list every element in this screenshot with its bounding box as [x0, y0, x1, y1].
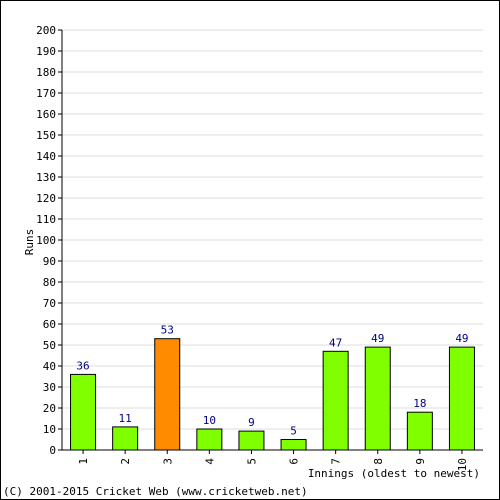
- bar: [112, 426, 139, 451]
- data-label: 47: [329, 336, 342, 349]
- bar: [238, 430, 265, 451]
- x-tick-label: 3: [161, 458, 174, 465]
- y-tick-label: 150: [36, 129, 56, 142]
- y-tick-label: 60: [43, 318, 56, 331]
- data-label: 18: [413, 397, 426, 410]
- x-tick-labels: 1 2 3 4 5 6 7 8 9 10: [77, 450, 469, 471]
- y-tick-label: 130: [36, 171, 56, 184]
- x-axis-label: Innings (oldest to newest): [308, 467, 480, 480]
- bar: [154, 338, 181, 451]
- data-label: 5: [290, 425, 297, 438]
- bar: [448, 346, 475, 451]
- y-tick-label: 20: [43, 402, 56, 415]
- copyright-footer: (C) 2001-2015 Cricket Web (www.cricketwe…: [3, 485, 308, 498]
- data-label: 53: [161, 324, 174, 337]
- y-tick-label: 80: [43, 276, 56, 289]
- x-tick-label: 5: [245, 458, 258, 465]
- bar: [322, 350, 349, 451]
- y-tick-label: 190: [36, 45, 56, 58]
- data-label: 49: [455, 332, 468, 345]
- gridlines: [62, 29, 483, 430]
- y-tick-label: 140: [36, 150, 56, 163]
- y-tick-label: 70: [43, 297, 56, 310]
- y-tick-label: 40: [43, 360, 56, 373]
- y-tick-label: 0: [49, 444, 56, 457]
- y-tick-label: 100: [36, 234, 56, 247]
- bar: [280, 439, 307, 451]
- bar: [70, 373, 97, 451]
- y-tick-label: 200: [36, 24, 56, 37]
- data-label: 10: [203, 414, 216, 427]
- bars: [70, 338, 475, 451]
- data-label: 36: [76, 359, 89, 372]
- y-tick-label: 160: [36, 108, 56, 121]
- data-labels: 36 11 53 10 9 5 47 49 18 49: [76, 324, 468, 438]
- data-label: 49: [371, 332, 384, 345]
- data-label: 11: [119, 412, 132, 425]
- y-tick-label: 50: [43, 339, 56, 352]
- data-label: 9: [248, 416, 255, 429]
- x-tick-label: 1: [77, 458, 90, 465]
- bar: [196, 428, 223, 451]
- y-axis-label: Runs: [23, 229, 36, 256]
- x-tick-label: 2: [119, 458, 132, 465]
- bar: [364, 346, 391, 451]
- x-tick-label: 6: [288, 458, 301, 465]
- y-tick-label: 120: [36, 192, 56, 205]
- x-tick-label: 9: [414, 458, 427, 465]
- x-tick-label: 10: [456, 458, 469, 471]
- y-tick-label: 10: [43, 423, 56, 436]
- x-tick-label: 4: [203, 458, 216, 465]
- y-tick-label: 180: [36, 66, 56, 79]
- y-tick-label: 110: [36, 213, 56, 226]
- y-tick-label: 90: [43, 255, 56, 268]
- bar: [406, 411, 433, 451]
- y-tick-label: 30: [43, 381, 56, 394]
- y-tick-labels: 0 10 20 30 40 50 60 70 80 90 100 110 120 130 140 150 160…: [36, 24, 62, 457]
- y-tick-label: 170: [36, 87, 56, 100]
- x-tick-label: 8: [372, 458, 385, 465]
- x-tick-label: 7: [330, 458, 343, 465]
